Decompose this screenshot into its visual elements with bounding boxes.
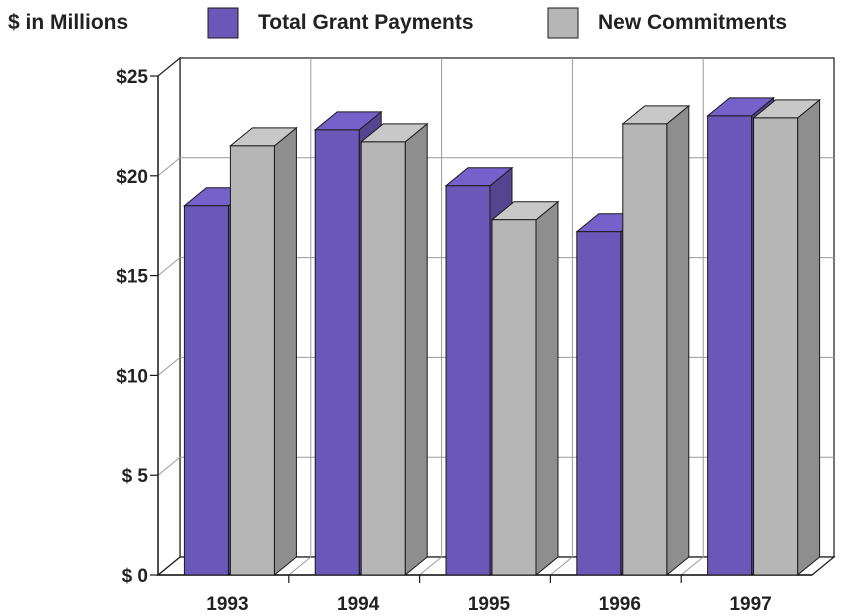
- bar-new-commitments-1996: [621, 104, 691, 577]
- bar-front: [707, 115, 753, 576]
- gridline-left: [157, 257, 181, 276]
- floor-line: [419, 556, 442, 576]
- bar-side: [666, 104, 690, 577]
- floor-line: [288, 556, 312, 576]
- y-tick-label: $20: [116, 167, 148, 188]
- bar-new-commitments-1994: [359, 122, 429, 577]
- bars: [182, 96, 822, 577]
- bar-side: [404, 122, 428, 577]
- x-tick-label: 1994: [337, 594, 380, 615]
- y-tick-label: $ 0: [122, 566, 148, 587]
- bar-front: [622, 123, 668, 576]
- y-tick-label: $15: [116, 267, 148, 288]
- bar-front: [491, 219, 537, 576]
- unit-label: $ in Millions: [8, 11, 128, 34]
- y-tick-label: $10: [116, 366, 148, 387]
- bar-side: [273, 126, 297, 577]
- legend-swatch-new-commitments: [547, 7, 579, 39]
- x-tick-label: 1997: [729, 594, 771, 615]
- gridline-left: [157, 456, 181, 476]
- legend-swatch-total-grant-payments: [207, 7, 239, 39]
- bar-front: [229, 145, 275, 576]
- bar-new-commitments-1995: [490, 200, 560, 577]
- bar-front: [445, 185, 491, 576]
- x-tick-label: 1993: [206, 594, 248, 615]
- bar-front: [753, 117, 799, 576]
- legend-label-total-grant-payments: Total Grant Payments: [258, 11, 474, 34]
- legend: Total Grant Payments New Commitments: [207, 7, 787, 39]
- bar-front: [314, 129, 360, 576]
- bar-new-commitments-1997: [752, 98, 822, 577]
- gridline-left: [157, 157, 181, 177]
- floor-line: [680, 556, 704, 576]
- floor-line: [550, 556, 573, 576]
- bar-front: [360, 141, 406, 576]
- bar-front: [183, 205, 229, 576]
- bar-side: [797, 98, 821, 577]
- y-tick-label: $25: [116, 67, 148, 88]
- legend-label-new-commitments: New Commitments: [598, 11, 787, 34]
- bar-new-commitments-1993: [228, 126, 298, 577]
- bar-side: [535, 200, 559, 577]
- axis-ticks: $ 0 $ 5 $10 $15 $20 $25 1993 1994 1995 1996 1997: [116, 67, 771, 615]
- bar-front: [576, 231, 622, 576]
- y-tick-label: $ 5: [122, 466, 149, 487]
- gridline-left: [157, 357, 181, 376]
- x-tick-label: 1995: [468, 594, 511, 615]
- x-tick-label: 1996: [599, 594, 641, 615]
- left-wall: [157, 56, 181, 577]
